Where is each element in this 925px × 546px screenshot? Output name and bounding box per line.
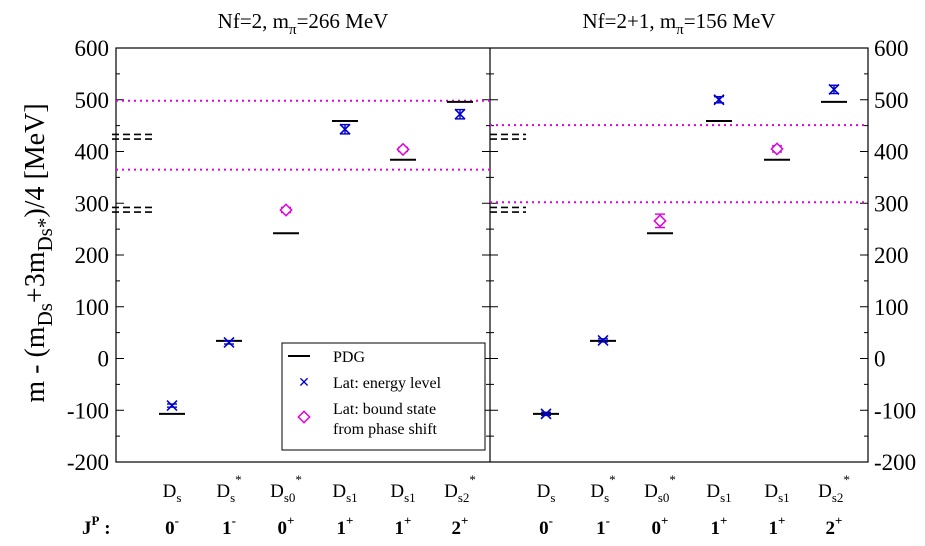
y-tick-label-left: 0 [98,347,110,372]
y-tick-label-left: 500 [75,88,110,113]
y-axis-label: m - (mDs+3mDs*)/4 [MeV] [20,103,57,402]
legend-bound-label-line1: Lat: bound state [333,401,436,418]
state-label: Ds0* [270,472,302,505]
legend-box [281,342,486,451]
state-label: Ds1 [332,481,357,505]
y-tick-label-left: 300 [75,191,110,216]
bound-marker [653,214,667,228]
y-tick-label-left: 600 [75,36,110,61]
energy-marker [223,336,235,349]
jp-label: 0- [165,513,179,539]
panel-title: Nf=2+1, mπ=156 MeV [582,9,775,38]
panels: -200 -200 -100 -100 0 0 100 100 200 200 300 300 400 4… [67,9,916,539]
jp-label: 1- [596,513,610,539]
energy-marker [540,408,552,420]
y-tick-label-right: 200 [874,243,909,268]
y-tick-label-left: -100 [67,398,109,423]
y-tick-label-right: -100 [874,398,916,423]
legend-pdg-label: PDG [333,349,365,366]
state-label: Ds* [590,472,615,505]
state-label: Ds0* [644,472,676,505]
legend: PDG ✕ Lat: energy level Lat: bound state… [281,342,486,451]
jp-label: 1+ [769,513,786,539]
state-label: Ds1 [764,481,789,505]
y-tick-label-left: 200 [75,243,110,268]
bound-marker [279,203,293,217]
jp-label: 1+ [711,513,728,539]
jp-label: 1+ [337,513,354,539]
jp-label: 0+ [652,513,669,539]
state-label: Ds [537,481,556,505]
bound-marker [770,142,784,156]
y-tick-label-right: 100 [874,295,909,320]
legend-energy-symbol: ✕ [298,376,310,391]
y-tick-label-right: 600 [874,36,909,61]
y-tick-label-right: 300 [874,191,909,216]
panel-title: Nf=2, mπ=266 MeV [218,9,389,38]
legend-energy-label: Lat: energy level [333,375,442,392]
panel-2: Nf=2+1, mπ=156 MeV Ds 0- Ds* 1- Ds0* 0+ Ds1 1+ Ds… [490,9,868,539]
y-tick-label-right: 500 [874,88,909,113]
bound-marker [396,142,410,157]
energy-marker [828,83,840,95]
energy-marker [166,400,178,412]
jp-label: 1+ [395,513,412,539]
y-tick-label-left: 100 [75,295,110,320]
legend-bound-label-line2: from phase shift [333,421,438,438]
jp-label: 1- [222,513,236,539]
state-label: Ds1 [706,481,731,505]
energy-marker [713,94,725,106]
y-tick-label-left: 400 [75,140,110,165]
jp-label: 2+ [452,513,469,539]
legend-bound-symbol [297,410,311,424]
energy-marker [597,334,609,346]
state-label: Ds1 [390,481,415,505]
energy-marker [339,123,351,135]
panel-1: Nf=2, mπ=266 MeV Ds 0- Ds* 1- Ds0* 0+ Ds1 1+ Ds1 1… [112,9,490,539]
jp-row-header: JP : [82,513,111,539]
state-label: Ds* [216,472,241,505]
y-tick-label-right: 400 [874,140,909,165]
jp-label: 2+ [826,513,843,539]
y-tick-label-right: -200 [874,450,916,475]
jp-label: 0- [539,513,553,539]
y-tick-label-right: 0 [874,347,886,372]
y-tick-label-left: -200 [67,450,109,475]
state-label: Ds [163,481,182,505]
energy-marker [454,108,466,120]
state-label: Ds2* [444,472,476,505]
state-label: Ds2* [818,472,850,505]
jp-label: 0+ [278,513,295,539]
